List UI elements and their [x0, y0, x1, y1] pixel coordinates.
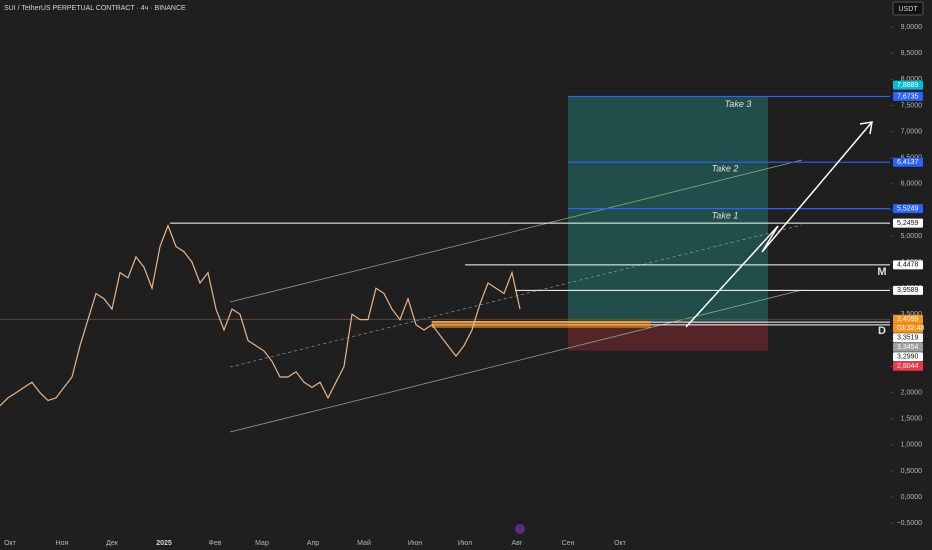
price-badge	[893, 361, 923, 371]
y-tick-label: 7,0000	[901, 128, 923, 135]
y-tick-label: −0,5000	[897, 520, 923, 527]
x-tick-label: Дек	[106, 540, 119, 547]
x-tick-label: Мар	[255, 540, 269, 547]
y-tick-label: 8,0000	[901, 76, 923, 83]
x-tick-label: Июл	[458, 540, 472, 547]
forecast-arrow	[685, 121, 873, 328]
annotation: Take 1	[712, 210, 739, 220]
price-badge-label: 3,3454	[897, 344, 919, 351]
x-tick-label: Окт	[614, 540, 627, 547]
countdown-badge	[893, 323, 923, 333]
price-badge	[893, 342, 923, 352]
channel-upper	[229, 159, 803, 303]
price-badge-label: 3,2990	[897, 354, 919, 361]
price-badge	[893, 314, 923, 324]
chart-title: SUI / TetherUS PERPETUAL CONTRACT · 4ч ·…	[4, 5, 186, 12]
price-badge	[893, 218, 923, 228]
x-tick-label: Сен	[562, 540, 575, 547]
price-badge-label: 3,4059	[897, 316, 919, 323]
price-badge	[893, 204, 923, 214]
y-tick-label: 8,5000	[901, 50, 923, 57]
price-badge-label: 7,8889	[897, 82, 919, 89]
price-badge-label: 3,3519	[897, 335, 919, 342]
event-icon[interactable]	[515, 524, 525, 534]
x-tick-label: Окт	[4, 540, 17, 547]
price-badge	[893, 80, 923, 90]
price-badge	[893, 333, 923, 343]
x-tick-label: Июн	[408, 540, 422, 547]
y-tick-label: 1,0000	[901, 442, 923, 449]
currency[interactable]: USDT	[898, 6, 918, 13]
x-tick-label: Авг	[512, 540, 523, 547]
x-tick-label: Ноя	[56, 540, 69, 547]
annotation: Take 3	[725, 99, 752, 109]
y-tick-label: 5,0000	[901, 233, 923, 240]
price-badge-label: 5,2459	[897, 220, 919, 227]
x-tick-label: Май	[357, 539, 371, 547]
profit-zone	[568, 96, 768, 323]
arrow-head	[859, 121, 873, 135]
channel-lower	[229, 289, 803, 433]
price-badge-label: 2,8044	[897, 363, 919, 370]
channel-mid	[229, 224, 803, 368]
price-line	[0, 223, 521, 407]
y-tick-label: 1,5000	[901, 416, 923, 423]
price-badge-label: 6,4137	[897, 159, 919, 166]
x-tick-label: 2025	[156, 540, 172, 547]
demand-zone	[431, 320, 651, 328]
y-tick-label: 9,0000	[901, 24, 923, 31]
y-tick-label: 3,5000	[901, 311, 923, 318]
x-tick-label: Фев	[209, 540, 222, 547]
y-tick-label: 6,0000	[901, 181, 923, 188]
countdown: 03:32:48	[897, 325, 924, 332]
price-badge-label: 3,9589	[897, 287, 919, 294]
price-badge	[893, 260, 923, 270]
annotation: D	[878, 325, 886, 337]
y-tick-label: 7,5000	[901, 102, 923, 109]
price-badge	[893, 285, 923, 295]
currency-box[interactable]	[892, 1, 924, 16]
price-badge	[893, 157, 923, 167]
y-tick-label: 2,0000	[901, 390, 923, 397]
y-tick-label: 0,0000	[901, 494, 923, 501]
price-badge	[893, 352, 923, 362]
y-tick-label: 0,5000	[901, 468, 923, 475]
price-badge-label: 5,5249	[897, 205, 919, 212]
annotation: Take 2	[712, 163, 739, 173]
price-badge-label: 4,4478	[897, 262, 919, 269]
x-tick-label: Апр	[307, 540, 319, 547]
annotation: M	[877, 266, 886, 278]
price-badge-label: 7,6735	[897, 93, 919, 100]
price-badge	[893, 91, 923, 101]
